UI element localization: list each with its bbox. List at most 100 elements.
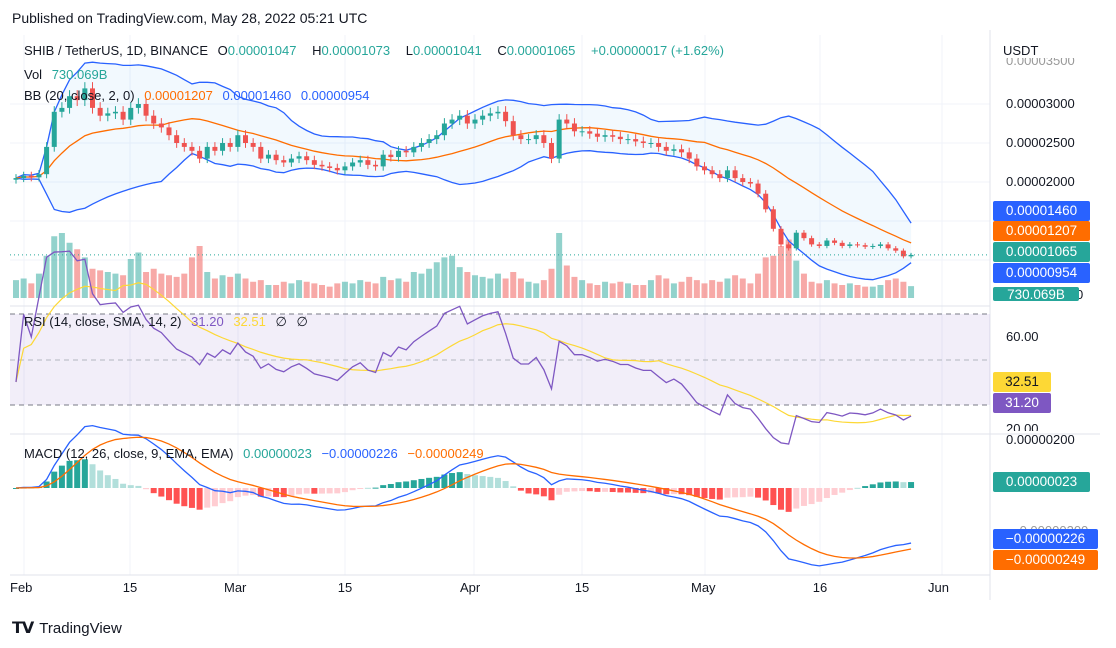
volume-bar	[288, 283, 295, 298]
macd-histogram-bar	[341, 488, 348, 493]
candle-body	[847, 244, 853, 246]
candle-body	[610, 135, 616, 137]
volume-bar	[701, 283, 708, 298]
price-tick: 0.00002000	[1006, 174, 1075, 189]
tradingview-logo: 𝗧𝗩 TradingView	[12, 618, 122, 638]
macd-tag: −0.00000226	[993, 529, 1098, 549]
candle-body	[885, 244, 891, 249]
macd-histogram-bar	[571, 488, 578, 492]
candle-body	[36, 174, 42, 178]
rsi-sma-value: 32.51	[233, 314, 266, 329]
macd-histogram-bar	[97, 470, 104, 488]
candle-body	[679, 149, 685, 153]
macd-histogram-bar	[257, 488, 264, 497]
bb-upper-line	[15, 61, 912, 224]
candle-body	[212, 146, 218, 151]
volume-bar	[120, 275, 127, 298]
candle-body	[135, 104, 141, 108]
time-tick: 16	[812, 580, 828, 595]
rsi-line	[15, 250, 912, 445]
macd-histogram-bar	[265, 488, 272, 497]
close-value: 0.00001065	[506, 43, 576, 58]
volume-bar	[755, 273, 762, 298]
macd-histogram-bar	[908, 482, 915, 488]
volume-bar	[678, 281, 685, 298]
macd-histogram-bar	[762, 488, 769, 501]
candle-body	[640, 141, 646, 143]
bb-upper-tag: 0.00001460	[993, 201, 1090, 221]
macd-histogram-bar	[556, 488, 563, 495]
rsi-value: 31.20	[191, 314, 224, 329]
volume-bar	[219, 275, 226, 298]
candle-body	[587, 131, 593, 134]
candle-body	[373, 164, 379, 167]
volume-bar	[20, 278, 27, 298]
volume-bar	[158, 273, 165, 298]
macd-histogram-bar	[303, 488, 310, 494]
candle-body	[602, 135, 608, 137]
macd-histogram-bar	[418, 478, 425, 488]
high-value: 0.00001073	[321, 43, 391, 58]
volume-label: Vol	[24, 67, 43, 82]
candle-body	[296, 156, 302, 159]
macd-histogram-bar	[885, 481, 892, 488]
candle-body	[74, 96, 80, 101]
volume-bar	[265, 285, 272, 298]
volume-bar	[617, 281, 624, 298]
macd-histogram-bar	[112, 478, 119, 488]
volume-bar	[364, 281, 371, 298]
candle-body	[235, 135, 241, 147]
candle-body	[227, 143, 233, 147]
macd-histogram-bar	[158, 488, 165, 497]
volume-bar	[846, 283, 853, 298]
macd-histogram-bar	[472, 475, 478, 488]
open-value: 0.00001047	[227, 43, 297, 58]
macd-histogram-bar	[892, 481, 899, 488]
volume-bar	[563, 265, 570, 298]
volume-bar	[449, 255, 456, 298]
macd-histogram-bar	[51, 471, 58, 488]
rsi-legend: RSI (14, close, SMA, 14, 2) 31.20 32.51 …	[24, 314, 314, 330]
candle-body	[617, 136, 623, 140]
candle-body	[449, 119, 455, 124]
candle-body	[487, 113, 493, 116]
bb-basis-value: 0.00001207	[144, 88, 213, 103]
volume-bar	[594, 285, 601, 298]
macd-histogram-bar	[456, 472, 463, 488]
symbol-legend: SHIB / TetherUS, 1D, BINANCE O0.00001047…	[24, 43, 730, 58]
macd-histogram-bar	[862, 486, 869, 488]
macd-histogram-bar	[617, 488, 624, 493]
macd-histogram-bar	[778, 488, 784, 510]
candle-body	[197, 150, 203, 159]
volume-bar	[66, 242, 73, 298]
candle-body	[396, 150, 401, 158]
macd-histogram-bar	[647, 488, 654, 494]
volume-bar	[770, 255, 777, 298]
volume-zero-tick: 0	[1076, 287, 1084, 302]
volume-bar	[655, 275, 662, 298]
candle-body	[258, 146, 264, 159]
volume-bar	[647, 280, 654, 298]
bb-fill	[16, 62, 912, 280]
volume-tag: 730.069B	[993, 287, 1079, 301]
candle-body	[204, 146, 210, 159]
candle-body	[495, 111, 501, 114]
macd-histogram-bar	[602, 488, 609, 492]
volume-bar	[479, 276, 486, 298]
candle-body	[594, 133, 600, 137]
volume-bar	[112, 273, 119, 298]
volume-bar	[602, 281, 609, 298]
candle-body	[166, 127, 172, 136]
macd-histogram-bar	[586, 488, 593, 492]
macd-histogram-bar	[13, 488, 19, 489]
candle-body	[770, 209, 776, 229]
candle-body	[717, 174, 723, 179]
macd-histogram-bar	[693, 488, 700, 497]
candle-body	[671, 149, 677, 151]
volume-bar	[494, 273, 501, 298]
candle-body	[418, 143, 424, 147]
candle-body	[334, 167, 340, 171]
macd-histogram-bar	[188, 488, 195, 508]
candle-body	[327, 166, 333, 168]
